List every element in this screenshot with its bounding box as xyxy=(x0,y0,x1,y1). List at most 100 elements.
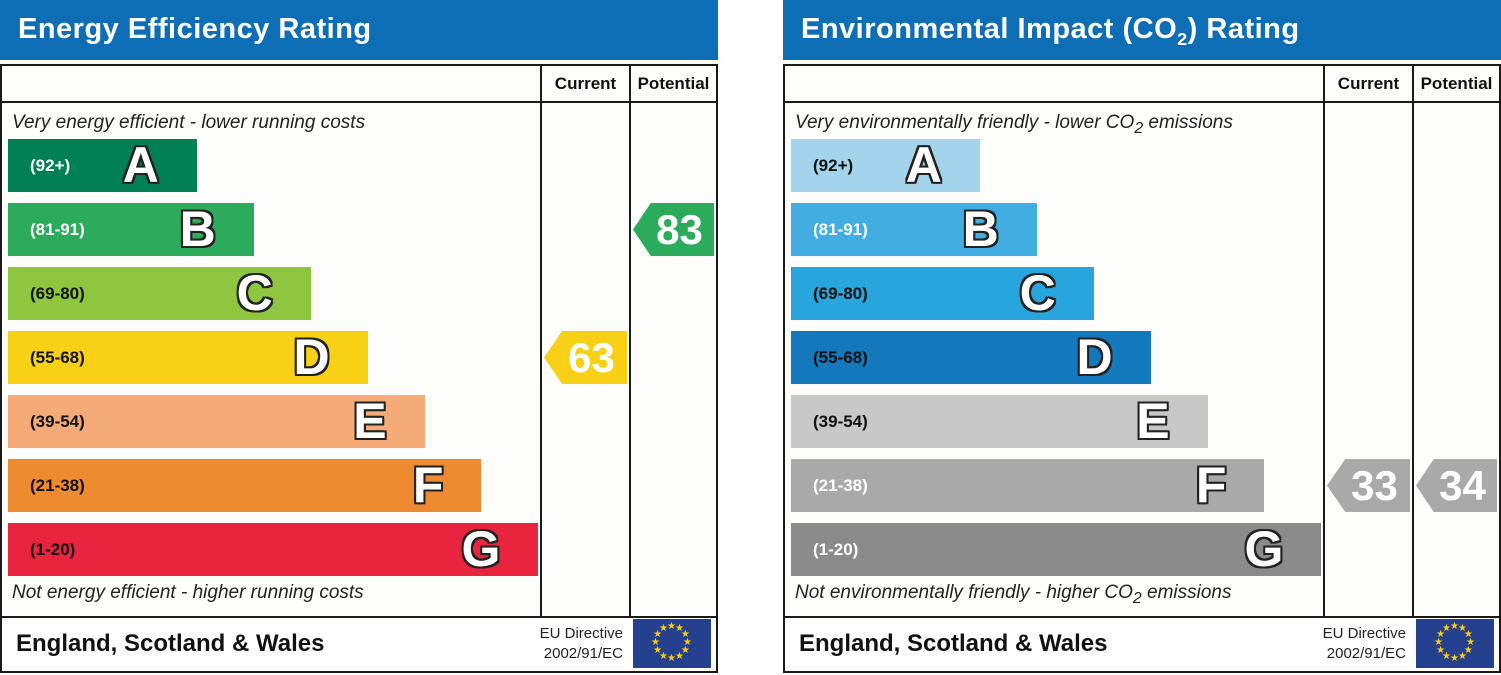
eu-star-icon: ★ xyxy=(1436,629,1446,640)
bands-list: (92+) A (81-91) B (69-80) C (55-68) D (39-54… xyxy=(2,139,540,576)
band-bar-g: (1-20) G xyxy=(8,521,539,577)
band-range-label: (55-68) xyxy=(813,347,868,367)
chart-box: Current Potential Very environmentally f… xyxy=(783,64,1501,673)
potential-rating-value: 34 xyxy=(1439,461,1486,509)
potential-column: 34 xyxy=(1412,103,1499,616)
band-letter: B xyxy=(179,201,216,257)
header-spacer xyxy=(2,66,540,101)
header-spacer xyxy=(785,66,1323,101)
eu-star-icon: ★ xyxy=(659,623,668,635)
eu-directive-line2: 2002/91/EC xyxy=(1326,644,1406,662)
top-note-text: Very environmentally friendly - lower CO xyxy=(795,112,1135,133)
column-header-row: Current Potential xyxy=(785,66,1499,103)
eu-star-icon: ★ xyxy=(680,629,690,640)
eu-directive-line1: EU Directive xyxy=(1322,625,1406,642)
potential-rating-arrow: 34 xyxy=(1416,459,1497,512)
eu-star-icon: ★ xyxy=(653,629,663,640)
chart-box: Current Potential Very energy efficient … xyxy=(0,64,718,673)
band-letter: G xyxy=(461,521,501,577)
top-note-text-post: emissions xyxy=(1143,112,1233,133)
bands-region: Very energy efficient - lower running co… xyxy=(2,103,540,616)
eu-star-icon: ★ xyxy=(675,650,684,662)
top-note: Very energy efficient - lower running co… xyxy=(2,111,540,135)
band-bar-c: (69-80) C xyxy=(791,267,1094,320)
eu-star-icon: ★ xyxy=(1458,650,1467,662)
eu-star-icon: ★ xyxy=(667,653,676,664)
eu-star-icon: ★ xyxy=(1450,621,1459,632)
eu-star-icon: ★ xyxy=(683,637,692,648)
eu-star-icon: ★ xyxy=(1463,629,1473,640)
eu-star-icon: ★ xyxy=(1463,645,1473,656)
band-bar-c: (69-80) C xyxy=(8,267,311,320)
eu-directive-line2: 2002/91/EC xyxy=(543,644,623,662)
top-note-text: Very energy efficient - lower running co… xyxy=(12,112,366,133)
band-letter: C xyxy=(236,265,273,321)
eu-star-icon: ★ xyxy=(653,645,663,656)
eu-directive-line1: EU Directive xyxy=(539,625,623,642)
energy-efficiency-panel: Energy Efficiency Rating Current Potenti… xyxy=(0,0,718,673)
band-range-label: (69-80) xyxy=(30,283,85,303)
band-row-c: (69-80) C xyxy=(791,267,1323,320)
eu-star-icon: ★ xyxy=(675,623,684,635)
band-letter: D xyxy=(1076,329,1113,385)
current-column-header: Current xyxy=(540,66,629,101)
eu-star-icon: ★ xyxy=(1436,645,1446,656)
current-column-header: Current xyxy=(1323,66,1412,101)
potential-column-header: Potential xyxy=(1412,66,1499,101)
band-bar-a: (92+) A xyxy=(791,139,980,192)
band-letter: C xyxy=(1019,265,1056,321)
current-rating-value: 63 xyxy=(568,333,615,381)
band-row-d: (55-68) D xyxy=(8,331,540,384)
band-bar-a: (92+) A xyxy=(8,139,197,192)
band-bar-b: (81-91) B xyxy=(791,203,1037,256)
footer: England, Scotland & Wales EU Directive 2… xyxy=(2,616,716,669)
eu-star-icon: ★ xyxy=(659,650,668,662)
band-range-label: (1-20) xyxy=(813,539,859,559)
band-bar-d: (55-68) D xyxy=(8,331,368,384)
band-row-a: (92+) A xyxy=(791,139,1323,192)
region-label: England, Scotland & Wales xyxy=(16,629,325,657)
eu-star-icon: ★ xyxy=(667,621,676,632)
top-note-sub: 2 xyxy=(1134,119,1144,137)
eu-star-icon: ★ xyxy=(1450,653,1459,664)
band-row-f: (21-38) F xyxy=(8,459,540,512)
eu-star-icon: ★ xyxy=(651,637,660,648)
band-row-e: (39-54) E xyxy=(8,395,540,448)
band-range-label: (81-91) xyxy=(813,219,868,239)
eu-star-icon: ★ xyxy=(1434,637,1443,648)
panel-title-text-post: ) Rating xyxy=(1187,13,1300,45)
band-range-label: (39-54) xyxy=(813,411,868,431)
band-row-g: (1-20) G xyxy=(8,523,540,576)
current-rating-arrow: 33 xyxy=(1327,459,1410,512)
band-bar-d: (55-68) D xyxy=(791,331,1151,384)
band-bar-e: (39-54) E xyxy=(791,395,1208,448)
bottom-note-text: Not environmentally friendly - higher CO xyxy=(795,582,1133,604)
panel-title: Energy Efficiency Rating xyxy=(0,0,718,60)
band-bar-e: (39-54) E xyxy=(8,395,425,448)
bottom-note-sub: 2 xyxy=(1132,590,1142,607)
band-range-label: (69-80) xyxy=(813,283,868,303)
band-bar-f: (21-38) F xyxy=(791,459,1265,512)
band-bar-f: (21-38) F xyxy=(8,457,482,513)
chart-area: Very environmentally friendly - lower CO… xyxy=(785,103,1499,616)
potential-column-header: Potential xyxy=(629,66,716,101)
band-row-c: (69-80) C xyxy=(8,267,540,320)
band-letter: A xyxy=(905,137,942,193)
band-bar-g: (1-20) G xyxy=(791,523,1322,576)
panel-title-sub: 2 xyxy=(1177,28,1188,49)
region-label: England, Scotland & Wales xyxy=(799,629,1108,657)
bands-list: (92+) A (81-91) B (69-80) C (55-68) D (39-54… xyxy=(785,139,1323,576)
eu-directive-label: EU Directive 2002/91/EC xyxy=(1323,624,1406,663)
current-column: 33 xyxy=(1323,103,1412,616)
band-row-a: (92+) A xyxy=(8,139,540,192)
band-row-f: (21-38) F xyxy=(791,459,1323,512)
footer: England, Scotland & Wales EU Directive 2… xyxy=(785,616,1499,669)
band-row-g: (1-20) G xyxy=(791,523,1323,576)
top-note: Very environmentally friendly - lower CO… xyxy=(785,111,1323,137)
band-letter: E xyxy=(1136,393,1170,449)
eu-star-icon: ★ xyxy=(1442,623,1451,635)
potential-rating-value: 83 xyxy=(656,205,703,253)
eu-directive-label: EU Directive 2002/91/EC xyxy=(540,624,623,663)
band-letter: F xyxy=(412,457,444,513)
